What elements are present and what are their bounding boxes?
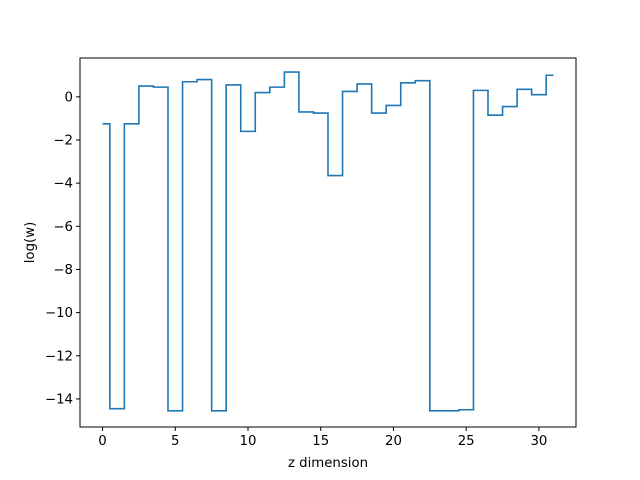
x-tick-label: 0 bbox=[98, 434, 106, 449]
series-line-0 bbox=[102, 71, 554, 412]
series-layer bbox=[102, 71, 554, 412]
y-tick-label: −4 bbox=[53, 177, 73, 192]
plot-frame bbox=[79, 57, 577, 428]
x-tick-label: 25 bbox=[458, 434, 475, 449]
y-tick-label: −6 bbox=[53, 220, 73, 235]
y-tick-label: −12 bbox=[45, 349, 73, 364]
x-axis-label: z dimension bbox=[288, 456, 368, 471]
y-tick-label: −8 bbox=[53, 263, 73, 278]
x-tick-label: 10 bbox=[240, 434, 257, 449]
x-tick-label: 15 bbox=[312, 434, 329, 449]
y-tick-label: 0 bbox=[65, 90, 73, 105]
x-tick-label: 30 bbox=[530, 434, 547, 449]
x-tick-label: 20 bbox=[385, 434, 402, 449]
y-axis: −14 −12 −10 −8 −6 −4 −2 0 bbox=[45, 90, 80, 407]
x-tick-label: 5 bbox=[171, 434, 179, 449]
x-axis: 0 5 10 15 20 25 30 bbox=[98, 427, 547, 449]
y-tick-label: −14 bbox=[45, 392, 73, 407]
y-axis-label: log(w) bbox=[23, 222, 38, 264]
y-tick-label: −10 bbox=[45, 306, 73, 321]
y-tick-label: −2 bbox=[53, 134, 73, 149]
